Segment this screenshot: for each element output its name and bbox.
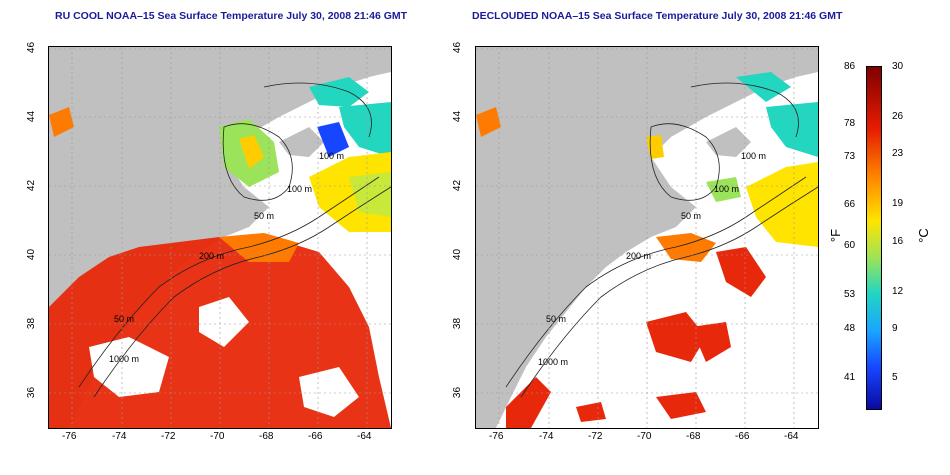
celsius-tick: 19 xyxy=(892,198,904,209)
right-map-panel: 100 m 100 m 50 m 200 m 50 m 1000 m xyxy=(475,46,819,429)
x-tick: -68 xyxy=(686,431,701,442)
x-tick: -64 xyxy=(357,431,372,442)
fahrenheit-tick: 78 xyxy=(844,118,856,129)
y-tick: 38 xyxy=(452,317,464,330)
contour-label: 1000 m xyxy=(538,357,568,367)
x-tick: -76 xyxy=(62,431,77,442)
celsius-tick: 9 xyxy=(892,323,898,334)
fahrenheit-tick: 86 xyxy=(844,61,856,72)
contour-label: 50 m xyxy=(114,314,134,324)
y-tick: 36 xyxy=(26,386,38,399)
y-tick: 44 xyxy=(452,110,464,123)
y-tick: 46 xyxy=(452,41,464,54)
celsius-tick: 16 xyxy=(892,236,904,247)
fahrenheit-tick: 41 xyxy=(844,372,856,383)
right-panel-title: DECLOUDED NOAA–15 Sea Surface Temperatur… xyxy=(472,10,843,22)
x-tick: -70 xyxy=(637,431,652,442)
celsius-tick: 12 xyxy=(892,286,904,297)
left-map: 100 m 100 m 50 m 200 m 50 m 1000 m xyxy=(49,47,391,428)
celsius-tick: 26 xyxy=(892,111,904,122)
contour-label: 200 m xyxy=(626,251,651,261)
contour-label: 50 m xyxy=(546,314,566,324)
x-tick: -76 xyxy=(489,431,504,442)
left-panel-title: RU COOL NOAA–15 Sea Surface Temperature … xyxy=(55,10,408,22)
fahrenheit-tick: 53 xyxy=(844,289,856,300)
contour-label: 50 m xyxy=(681,211,701,221)
celsius-unit-label: °C xyxy=(915,228,931,243)
x-tick: -74 xyxy=(539,431,554,442)
x-tick: -70 xyxy=(210,431,225,442)
contour-label: 1000 m xyxy=(109,354,139,364)
y-tick: 36 xyxy=(452,386,464,399)
x-tick: -66 xyxy=(735,431,750,442)
fahrenheit-tick: 60 xyxy=(844,240,856,251)
y-tick: 40 xyxy=(26,248,38,261)
y-tick: 44 xyxy=(26,110,38,123)
y-tick: 42 xyxy=(452,179,464,192)
contour-label: 100 m xyxy=(714,184,739,194)
contour-label: 50 m xyxy=(254,211,274,221)
y-tick: 42 xyxy=(26,179,38,192)
y-tick: 38 xyxy=(26,317,38,330)
right-map: 100 m 100 m 50 m 200 m 50 m 1000 m xyxy=(476,47,818,428)
left-map-panel: 100 m 100 m 50 m 200 m 50 m 1000 m xyxy=(48,46,392,429)
temperature-colorbar xyxy=(866,66,882,410)
fahrenheit-tick: 48 xyxy=(844,323,856,334)
x-tick: -72 xyxy=(588,431,603,442)
x-tick: -68 xyxy=(259,431,274,442)
y-tick: 40 xyxy=(452,248,464,261)
y-tick: 46 xyxy=(26,41,38,54)
contour-label: 100 m xyxy=(287,184,312,194)
celsius-tick: 5 xyxy=(892,372,898,383)
x-tick: -66 xyxy=(308,431,323,442)
x-tick: -64 xyxy=(784,431,799,442)
fahrenheit-unit-label: °F xyxy=(828,228,844,243)
x-tick: -72 xyxy=(161,431,176,442)
celsius-tick: 30 xyxy=(892,61,904,72)
celsius-tick: 23 xyxy=(892,148,904,159)
contour-label: 200 m xyxy=(199,251,224,261)
fahrenheit-tick: 66 xyxy=(844,199,856,210)
contour-label: 100 m xyxy=(319,151,344,161)
fahrenheit-tick: 73 xyxy=(844,151,856,162)
x-tick: -74 xyxy=(112,431,127,442)
contour-label: 100 m xyxy=(741,151,766,161)
